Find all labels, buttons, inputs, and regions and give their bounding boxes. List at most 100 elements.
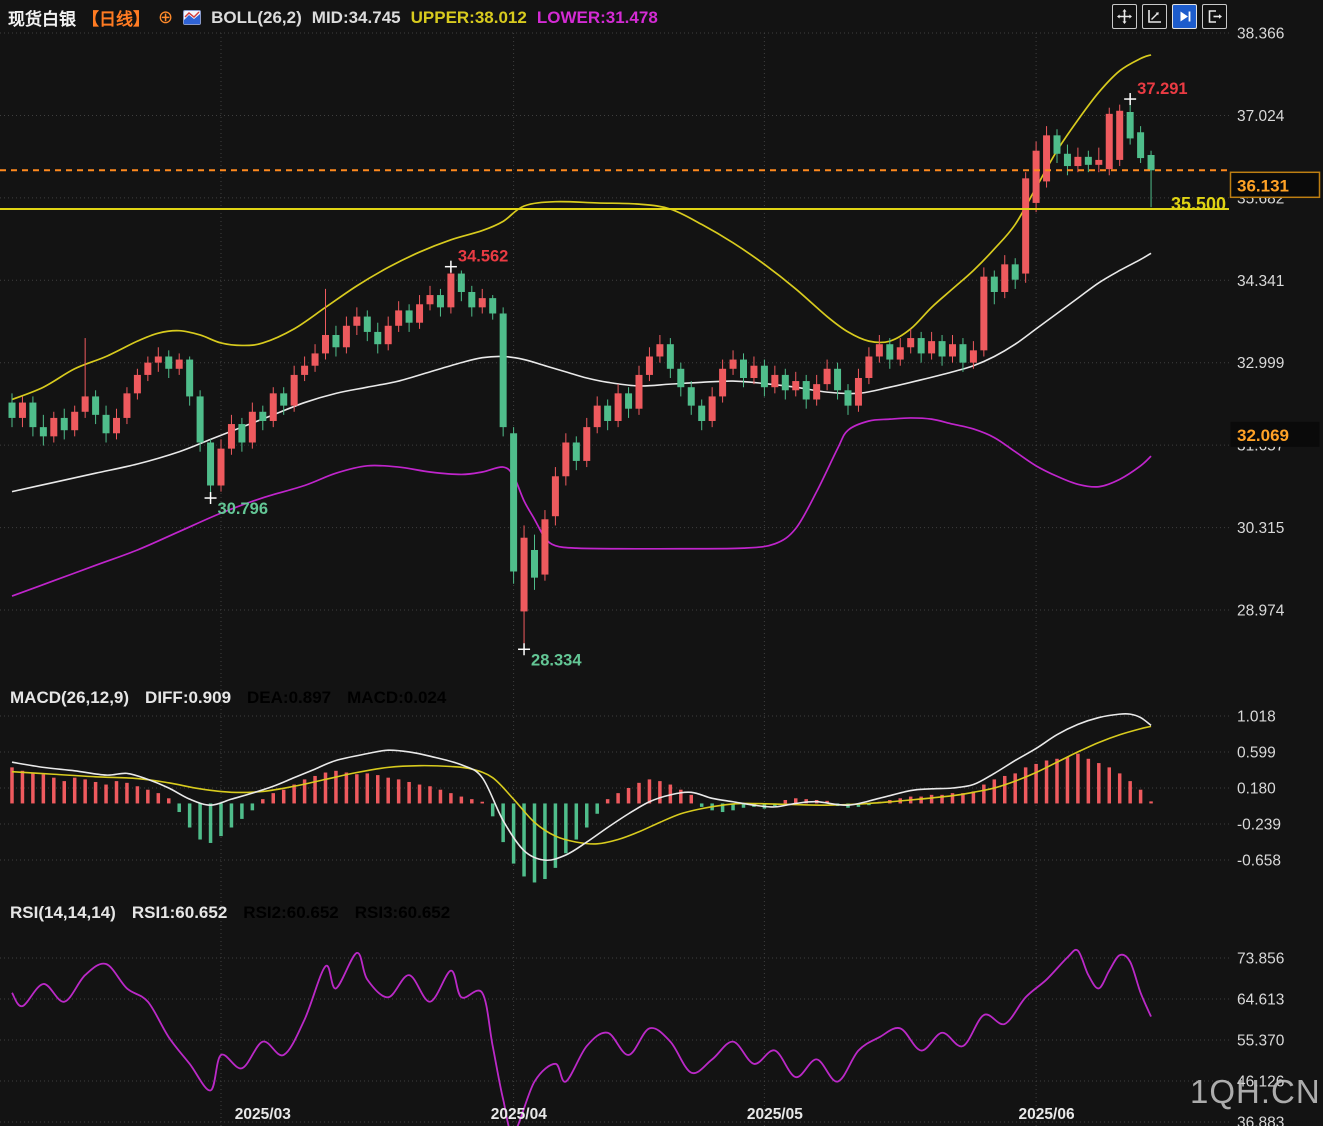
macd-bar [62, 781, 66, 804]
macd-bar [187, 803, 192, 828]
candle [332, 325, 340, 357]
candle [1084, 150, 1092, 173]
date-tick-label: 2025/04 [491, 1106, 547, 1123]
macd-bar [511, 803, 516, 864]
candle [217, 439, 225, 492]
macd-bar [825, 800, 829, 804]
candle [1116, 104, 1124, 167]
pan-tool-button[interactable] [1112, 4, 1137, 29]
add-indicator-icon[interactable]: ⊕ [158, 7, 174, 27]
macd-bar [532, 803, 537, 883]
macd-bar [31, 772, 35, 804]
candle [280, 387, 288, 415]
price-tag: 36.131 [1229, 171, 1321, 199]
candle [1095, 147, 1103, 173]
macd-bar [146, 789, 150, 804]
macd-bar [564, 803, 568, 854]
candle [1105, 107, 1113, 176]
candle [844, 384, 852, 415]
candle [1001, 255, 1009, 299]
axis-tick-label: 55.370 [1237, 1033, 1285, 1050]
candle [71, 405, 79, 437]
macd-bar [240, 803, 244, 819]
candle [928, 331, 936, 360]
main-indicator-header: 现货白银 【日线】 ⊕ BOLL(26,2) MID:34.745 UPPER:… [8, 5, 658, 30]
candle [238, 417, 246, 452]
macd-bar [135, 786, 140, 804]
candle [165, 350, 173, 378]
macd-bar [292, 784, 296, 804]
macd-bar [982, 784, 986, 804]
macd-bar [20, 770, 25, 804]
macd-bar [1128, 781, 1132, 804]
macd-bar [83, 779, 87, 804]
candle [907, 328, 915, 354]
candle [154, 347, 162, 372]
macd-bar [1117, 773, 1122, 804]
date-axis[interactable]: 2025/03 2025/04 2025/05 2025/06 [235, 1106, 1075, 1123]
macd-bar [480, 801, 484, 804]
macd-bar [93, 781, 98, 804]
macd-macd-value: MACD:0.024 [347, 688, 447, 707]
axis-tick-label: 36.883 [1237, 1115, 1284, 1126]
candle [18, 396, 26, 428]
macd-bar [417, 784, 422, 804]
date-tick-label: 2025/06 [1019, 1106, 1075, 1123]
price-axis[interactable]: 38.36637.02435.68234.34132.99931.65730.3… [1237, 26, 1285, 1126]
candle [1126, 99, 1134, 145]
period-label[interactable]: 【日线】 [82, 10, 150, 29]
macd-bar [1013, 773, 1017, 804]
extreme-price-label: 28.334 [531, 651, 582, 669]
macd-indicator-header: MACD(26,12,9) DIFF:0.909 DEA:0.897 MACD:… [10, 688, 446, 708]
candle [625, 387, 633, 418]
macd-bar [647, 779, 652, 804]
macd-bar [219, 803, 223, 837]
macd-bar [167, 798, 171, 804]
axis-tick-label: 28.974 [1237, 602, 1285, 619]
candle [583, 417, 591, 468]
candle [949, 334, 956, 363]
extreme-annotation: 28.334 [518, 643, 582, 669]
candle [687, 381, 695, 415]
macd-bar [668, 784, 673, 804]
candle [1137, 126, 1145, 163]
candle [227, 414, 235, 455]
macd-bar [449, 793, 453, 804]
candle [740, 353, 747, 388]
candle [896, 338, 904, 366]
candle [593, 396, 601, 434]
candle [875, 334, 883, 363]
date-tick-label: 2025/05 [747, 1106, 803, 1123]
macd-bar [741, 803, 746, 808]
macd-bar [616, 793, 620, 804]
candle [436, 288, 444, 317]
candle [353, 307, 361, 335]
candle [489, 295, 497, 320]
macd-bar [501, 803, 505, 843]
axis-tick-label: 32.999 [1237, 355, 1284, 372]
axis-scale-tool-button[interactable] [1142, 4, 1167, 29]
extreme-annotation: 30.796 [204, 492, 268, 518]
macd-bar [1086, 758, 1091, 804]
macd-bar [1076, 753, 1080, 804]
candle [113, 408, 120, 440]
exit-tool-button[interactable] [1202, 4, 1227, 29]
macd-bar [1044, 760, 1049, 804]
macd-bar [1003, 775, 1007, 804]
macd-bar [1065, 757, 1070, 804]
macd-bar [470, 799, 474, 804]
extreme-annotation: 37.291 [1124, 80, 1188, 106]
macd-bar [950, 793, 955, 804]
axis-tick-label: 34.341 [1237, 273, 1284, 290]
candle [938, 334, 946, 366]
candle [81, 338, 89, 418]
candle [144, 356, 152, 382]
candle [510, 427, 518, 584]
macd-bar [313, 775, 317, 804]
candle [854, 368, 862, 412]
auto-play-tool-button[interactable] [1172, 4, 1197, 29]
macd-bar [271, 793, 275, 804]
macd-bar [407, 781, 411, 804]
candle [374, 322, 382, 354]
